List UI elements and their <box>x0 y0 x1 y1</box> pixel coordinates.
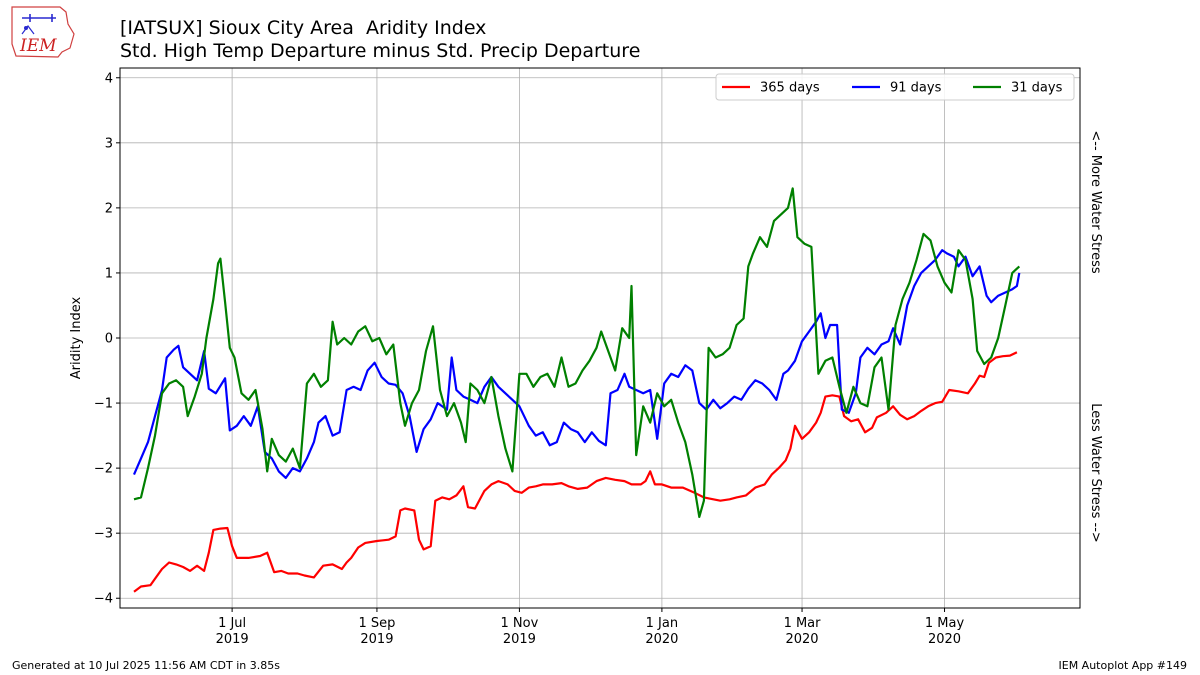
right-label-less-stress: Less Water Stress --> <box>1088 403 1103 543</box>
x-tick-year-label: 2019 <box>503 632 536 647</box>
legend: 365 days 91 days 31 days <box>715 73 1075 101</box>
y-tick-label: 1 <box>105 266 113 281</box>
y-tick-label: −4 <box>94 592 113 607</box>
footer-app-id: IEM Autoplot App #149 <box>1058 659 1188 672</box>
x-tick-label: 1 Jul <box>218 616 246 631</box>
series-line-365-days <box>133 351 1018 593</box>
y-axis-label: Aridity Index <box>69 296 84 379</box>
legend-label: 91 days <box>890 81 942 96</box>
x-tick-year-label: 2020 <box>645 632 678 647</box>
x-tick-label: 1 Mar <box>784 616 822 631</box>
y-tick-label: 4 <box>105 71 113 86</box>
title-line-2: Std. High Temp Departure minus Std. Prec… <box>120 40 641 62</box>
y-tick-label: −2 <box>94 462 113 477</box>
series-line-91-days <box>132 249 1021 479</box>
x-tick-label: 1 Sep <box>358 616 395 631</box>
series-lines <box>132 187 1021 593</box>
legend-label: 31 days <box>1011 81 1063 96</box>
y-tick-label: 2 <box>105 201 113 216</box>
y-tick-label: 0 <box>105 332 113 347</box>
x-tick-label: 1 Jan <box>646 616 678 631</box>
y-tick-label: −1 <box>94 397 113 412</box>
x-tick-year-label: 2019 <box>360 632 393 647</box>
x-tick-label: 1 Nov <box>501 616 539 631</box>
x-tick-year-label: 2020 <box>785 632 818 647</box>
y-tick-label: −3 <box>94 527 113 542</box>
legend-box <box>715 73 1075 101</box>
iem-logo: IEM <box>11 6 75 58</box>
chart-title: [IATSUX] Sioux City Area Aridity Index St… <box>120 17 640 63</box>
title-line-1: [IATSUX] Sioux City Area Aridity Index <box>120 17 487 39</box>
legend-label: 365 days <box>760 81 820 96</box>
right-label-more-stress: <-- More Water Stress <box>1088 130 1103 274</box>
series-line-31-days <box>133 187 1021 519</box>
y-tick-label: 3 <box>105 136 113 151</box>
x-tick-label: 1 May <box>925 616 965 631</box>
x-tick-year-label: 2020 <box>928 632 961 647</box>
x-tick-year-label: 2019 <box>216 632 249 647</box>
y-axis: 4 3 2 1 0 −1 −2 −3 −4 <box>94 71 120 607</box>
logo-text: IEM <box>19 36 57 56</box>
footer-generated: Generated at 10 Jul 2025 11:56 AM CDT in… <box>12 659 280 672</box>
